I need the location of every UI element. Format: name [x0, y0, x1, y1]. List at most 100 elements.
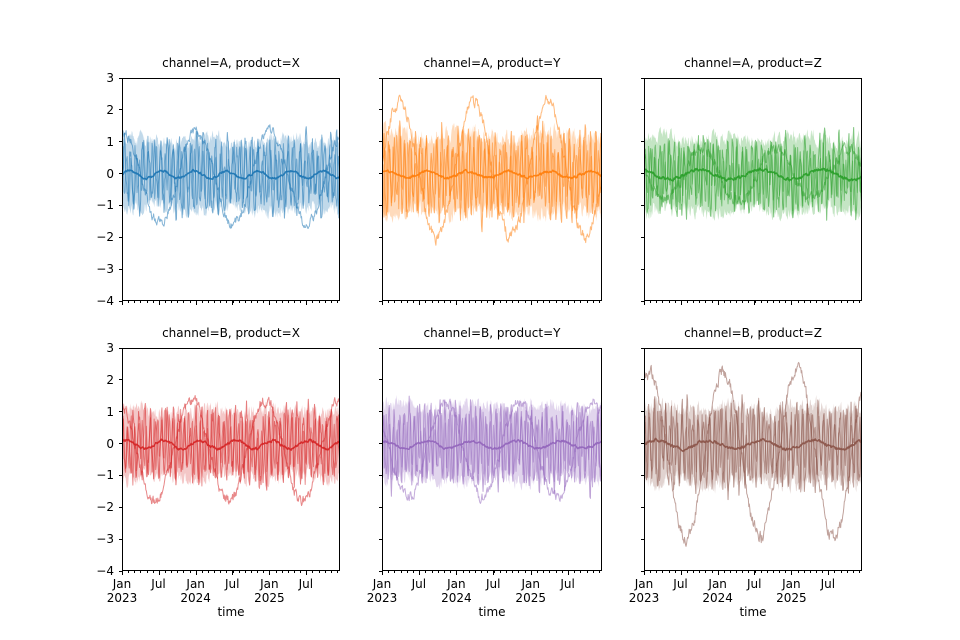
plot-lines — [383, 394, 601, 504]
x-minor-tick-mark — [561, 301, 563, 304]
x-minor-tick-mark — [263, 301, 265, 304]
y-tick-mark — [378, 474, 382, 476]
y-tick-label: 3 — [106, 341, 114, 355]
x-minor-tick-mark — [592, 301, 594, 304]
y-tick-label: −2 — [96, 500, 114, 515]
x-minor-tick-mark — [852, 301, 854, 304]
x-minor-tick-mark — [257, 301, 259, 304]
y-tick-mark — [118, 268, 122, 270]
x-tick-mark — [418, 571, 420, 575]
x-minor-tick-mark — [846, 571, 848, 574]
y-tick-label: 0 — [106, 166, 114, 181]
x-minor-tick-mark — [518, 301, 520, 304]
facet-panel-A-X: channel=A, product=X — [122, 54, 340, 301]
panel-title: channel=B, product=Y — [423, 326, 561, 340]
x-tick-label-month: Jul — [820, 577, 836, 591]
x-tick-mark — [456, 301, 458, 305]
y-tick-label: −1 — [96, 198, 114, 213]
facet-panel-A-Y: channel=A, product=Y — [382, 54, 602, 301]
x-minor-tick-mark — [662, 571, 664, 574]
x-minor-tick-mark — [208, 301, 210, 304]
y-tick-mark — [378, 77, 382, 79]
x-minor-tick-mark — [444, 301, 445, 304]
x-tick-mark — [195, 301, 197, 305]
x-axis-label: time — [739, 605, 767, 619]
x-tick-mark — [754, 301, 756, 305]
axes-area[interactable] — [644, 348, 862, 571]
x-minor-tick-mark — [822, 301, 824, 304]
x-minor-tick-mark — [134, 301, 136, 304]
axes-area[interactable] — [644, 78, 862, 301]
x-tick-mark — [269, 301, 271, 305]
x-minor-tick-mark — [705, 571, 707, 574]
x-minor-tick-mark — [128, 571, 130, 574]
x-minor-tick-mark — [300, 301, 302, 304]
y-tick-mark — [640, 268, 644, 270]
x-minor-tick-mark — [406, 571, 408, 574]
x-tick-label: Jan 2024 — [441, 577, 472, 605]
x-minor-tick-mark — [736, 301, 738, 304]
y-tick-mark — [118, 173, 122, 175]
y-tick-label: 1 — [106, 404, 114, 419]
y-tick-mark — [640, 474, 644, 476]
axes-area[interactable] — [382, 348, 602, 571]
x-minor-tick-mark — [337, 301, 339, 304]
x-tick-label: Jul — [673, 577, 687, 591]
x-minor-tick-mark — [244, 301, 246, 304]
x-minor-tick-mark — [189, 571, 191, 574]
x-minor-tick-mark — [785, 301, 787, 304]
y-tick-mark — [118, 77, 122, 79]
y-tick-mark — [378, 443, 382, 445]
x-minor-tick-mark — [437, 571, 439, 574]
x-minor-tick-mark — [730, 301, 732, 304]
x-tick-mark — [717, 301, 719, 305]
x-tick-mark — [791, 571, 793, 575]
y-tick-label: −3 — [96, 262, 114, 277]
x-minor-tick-mark — [450, 571, 452, 574]
x-minor-tick-mark — [773, 301, 775, 304]
x-minor-tick-mark — [128, 301, 130, 304]
x-tick-mark — [680, 301, 682, 305]
x-minor-tick-mark — [165, 571, 166, 574]
y-tick-mark — [640, 173, 644, 175]
x-minor-tick-mark — [152, 571, 154, 574]
series-line-sample-3 — [123, 406, 339, 489]
x-minor-tick-mark — [468, 571, 470, 574]
x-minor-tick-mark — [406, 301, 408, 304]
y-tick-label: 2 — [106, 372, 114, 387]
x-tick-mark — [418, 301, 420, 305]
x-minor-tick-mark — [437, 301, 439, 304]
x-tick-mark — [717, 571, 719, 575]
x-minor-tick-mark — [736, 571, 738, 574]
x-minor-tick-mark — [300, 571, 302, 574]
series-line-sample-3 — [645, 397, 861, 493]
x-minor-tick-mark — [275, 571, 277, 574]
x-minor-tick-mark — [580, 301, 582, 304]
y-tick-mark — [640, 506, 644, 508]
x-minor-tick-mark — [337, 571, 339, 574]
axes-area[interactable] — [122, 78, 340, 301]
axes-area[interactable] — [122, 348, 340, 571]
x-tick-label-month: Jan — [521, 577, 540, 591]
x-tick-label-year: 2025 — [254, 591, 285, 606]
series-line-sample-2 — [645, 361, 861, 547]
x-tick-label-month: Jul — [298, 577, 314, 591]
x-minor-tick-mark — [524, 571, 526, 574]
x-minor-tick-mark — [208, 571, 210, 574]
x-minor-tick-mark — [506, 301, 507, 304]
axes-area[interactable] — [382, 78, 602, 301]
x-minor-tick-mark — [846, 301, 848, 304]
x-minor-tick-mark — [275, 301, 277, 304]
x-minor-tick-mark — [214, 571, 216, 574]
x-tick-label-month: Jul — [224, 577, 240, 591]
y-tick-mark — [640, 236, 644, 238]
x-minor-tick-mark — [662, 301, 664, 304]
x-minor-tick-mark — [394, 301, 396, 304]
y-tick-mark — [378, 379, 382, 381]
y-tick-mark — [640, 443, 644, 445]
y-tick-mark — [118, 347, 122, 349]
x-minor-tick-mark — [462, 301, 464, 304]
y-tick-mark — [378, 109, 382, 111]
x-minor-tick-mark — [834, 571, 836, 574]
